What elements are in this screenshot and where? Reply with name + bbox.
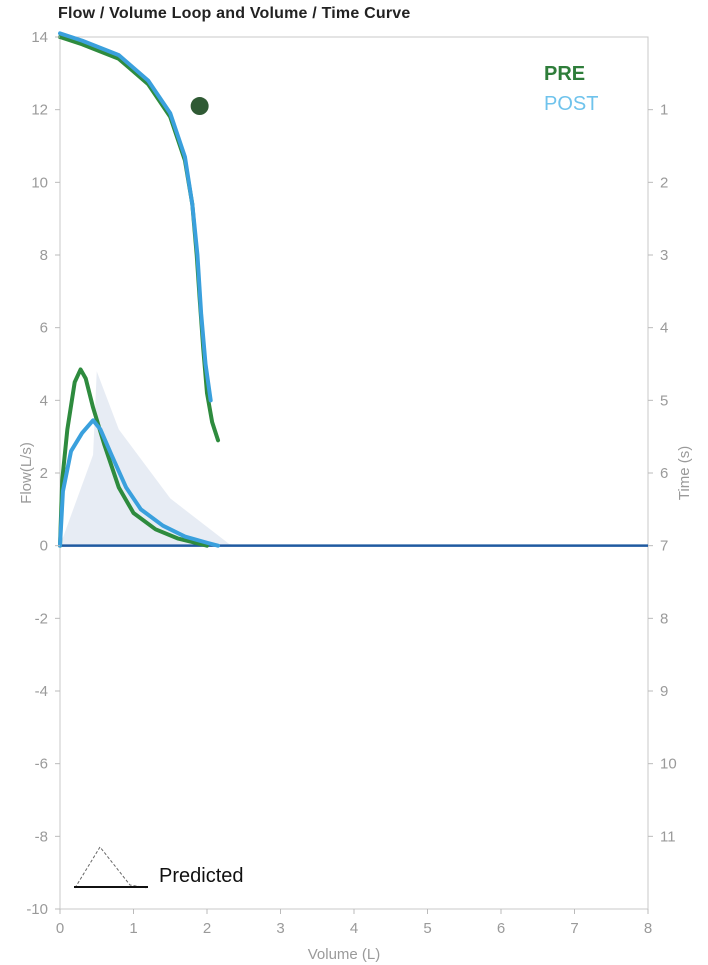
y2-tick-label: 4 xyxy=(660,320,668,337)
x-tick-label: 8 xyxy=(644,920,652,937)
y2-tick-label: 6 xyxy=(660,465,668,482)
predicted-legend-label: Predicted xyxy=(159,865,244,887)
y2-tick-label: 1 xyxy=(660,102,668,119)
y-tick-label: 4 xyxy=(40,392,48,409)
y-tick-label: 12 xyxy=(31,102,48,119)
x-tick-label: 6 xyxy=(497,920,505,937)
y2-axis-ticks: 1 2 3 4 5 6 7 8 9 10 11 xyxy=(648,102,677,845)
y2-tick-label: 8 xyxy=(660,610,668,627)
x-axis-ticks: 0 1 2 3 4 5 6 7 8 xyxy=(56,909,652,937)
y-axis-label: Flow(L/s) xyxy=(18,442,35,504)
predicted-legend-icon xyxy=(74,846,149,889)
x-tick-label: 3 xyxy=(276,920,284,937)
y-tick-label: 8 xyxy=(40,247,48,264)
chart-title: Flow / Volume Loop and Volume / Time Cur… xyxy=(58,5,411,22)
y-axis-ticks: 14 12 10 8 6 4 2 0 -2 -4 -6 -8 -10 xyxy=(26,29,60,918)
y-tick-label: -2 xyxy=(35,610,48,627)
x-tick-label: 1 xyxy=(129,920,137,937)
predicted-region xyxy=(60,371,237,546)
x-tick-label: 0 xyxy=(56,920,64,937)
y-tick-label: 10 xyxy=(31,174,48,191)
y2-axis-label: Time (s) xyxy=(676,446,693,500)
y2-tick-label: 2 xyxy=(660,174,668,191)
y-tick-label: 0 xyxy=(40,538,48,555)
legend-post: POST xyxy=(544,93,598,115)
x-tick-label: 5 xyxy=(423,920,431,937)
series-post-volume-time-line xyxy=(58,31,213,403)
legend-pre: PRE xyxy=(544,63,585,85)
series-post-flow-volume-line xyxy=(58,418,221,548)
y2-tick-label: 7 xyxy=(660,538,668,555)
y-tick-label: -10 xyxy=(26,901,48,918)
y-tick-label: -4 xyxy=(35,683,48,700)
y-tick-label: 2 xyxy=(40,465,48,482)
y2-tick-label: 11 xyxy=(660,828,676,845)
y2-tick-label: 9 xyxy=(660,683,668,700)
y2-tick-label: 5 xyxy=(660,392,668,409)
x-tick-label: 2 xyxy=(203,920,211,937)
y2-tick-label: 10 xyxy=(660,756,677,773)
y-tick-label: -8 xyxy=(35,828,48,845)
series-group xyxy=(58,31,221,548)
markers-group xyxy=(190,97,209,116)
y-tick-label: 14 xyxy=(31,29,48,46)
marker-point-0 xyxy=(190,97,209,116)
x-axis-label: Volume (L) xyxy=(308,946,381,963)
y-tick-label: -6 xyxy=(35,756,48,773)
y-tick-label: 6 xyxy=(40,320,48,337)
x-tick-label: 4 xyxy=(350,920,358,937)
y2-tick-label: 3 xyxy=(660,247,668,264)
x-tick-label: 7 xyxy=(570,920,578,937)
predicted-area xyxy=(60,371,237,546)
